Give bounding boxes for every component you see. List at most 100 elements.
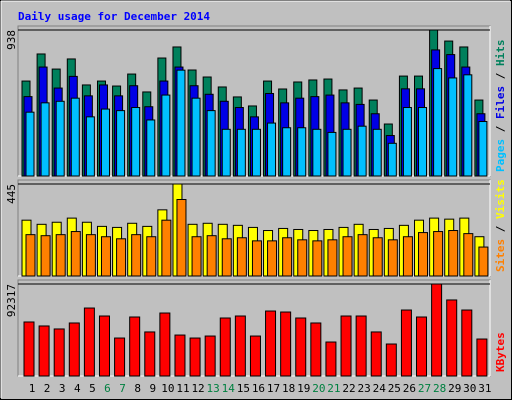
bar	[70, 97, 80, 177]
bar	[144, 331, 156, 377]
bar	[478, 246, 489, 277]
x-tick-label: 12	[191, 382, 204, 395]
bar	[146, 119, 156, 177]
bar	[161, 219, 172, 277]
x-tick-label: 24	[373, 382, 387, 395]
bar	[221, 238, 232, 277]
bar	[433, 231, 444, 277]
bar	[206, 235, 217, 277]
bar	[251, 240, 262, 277]
bar	[68, 322, 80, 377]
x-tick-label: 9	[149, 382, 156, 395]
bar	[23, 321, 35, 377]
x-tick-label: 13	[207, 382, 220, 395]
x-tick-label: 26	[403, 382, 416, 395]
bar	[236, 128, 246, 177]
bar	[85, 234, 96, 277]
x-tick-label: 29	[448, 382, 461, 395]
legend-entry: Hits	[494, 40, 507, 67]
x-tick-label: 5	[89, 382, 96, 395]
legend-separator: /	[494, 66, 507, 86]
bar	[416, 316, 428, 377]
bar	[312, 240, 323, 277]
bar	[280, 311, 292, 377]
bar	[312, 128, 322, 177]
bar	[85, 116, 95, 177]
legend-entry: Pages	[494, 139, 507, 172]
bar	[463, 74, 473, 177]
x-tick-label: 18	[282, 382, 295, 395]
x-tick-label: 22	[342, 382, 355, 395]
x-tick-label: 23	[358, 382, 371, 395]
x-tick-label: 17	[267, 382, 280, 395]
bar	[355, 315, 367, 377]
x-tick-label: 19	[297, 382, 310, 395]
bar	[265, 310, 277, 377]
legend-separator: /	[494, 119, 507, 139]
legend: KBytes	[494, 332, 507, 372]
bar	[463, 233, 474, 277]
y-tick-label: 92317	[5, 284, 18, 317]
bar	[131, 107, 141, 177]
bar	[267, 240, 278, 277]
bar	[83, 307, 95, 377]
bar	[297, 127, 307, 177]
bar	[251, 128, 261, 177]
bar	[191, 97, 201, 177]
bar	[98, 315, 110, 377]
x-tick-label: 31	[478, 382, 491, 395]
bar	[372, 237, 383, 277]
y-tick-label: 445	[5, 184, 18, 204]
bar	[221, 128, 231, 177]
bar	[191, 236, 202, 277]
bar	[310, 322, 322, 377]
x-tick-label: 2	[44, 382, 51, 395]
x-tick-label: 3	[59, 382, 66, 395]
bar	[129, 316, 141, 377]
bar	[446, 299, 458, 377]
bar	[387, 142, 397, 177]
x-tick-label: 10	[161, 382, 174, 395]
bar	[418, 107, 428, 177]
bar	[385, 343, 397, 377]
x-tick-label: 30	[463, 382, 476, 395]
bar	[370, 331, 382, 377]
bar	[25, 234, 36, 277]
bar	[176, 199, 187, 277]
bar	[159, 312, 171, 377]
bar	[114, 337, 126, 377]
bar	[327, 239, 338, 277]
bar	[146, 236, 157, 277]
legend-entry: Sites	[494, 239, 507, 272]
x-tick-label: 25	[388, 382, 401, 395]
bar	[131, 234, 142, 277]
bar	[267, 122, 277, 177]
legend-entry: Visits	[494, 179, 507, 219]
x-tick-label: 20	[312, 382, 325, 395]
x-tick-label: 11	[176, 382, 189, 395]
bar	[40, 235, 51, 277]
bar	[53, 328, 65, 377]
bar	[448, 77, 458, 177]
bar	[476, 338, 488, 377]
bar	[340, 315, 352, 377]
x-tick-label: 15	[237, 382, 250, 395]
x-tick-label: 6	[104, 382, 111, 395]
bar	[402, 236, 413, 277]
bar	[357, 125, 367, 177]
bar	[176, 69, 186, 177]
legend-entry: KBytes	[494, 332, 507, 372]
x-tick-label: 8	[134, 382, 141, 395]
chart-title: Daily usage for December 2014	[18, 10, 210, 23]
bar	[40, 102, 50, 177]
x-tick-label: 1	[29, 382, 36, 395]
bar	[116, 110, 126, 177]
bar	[325, 341, 337, 377]
bar	[357, 234, 368, 277]
bar	[161, 94, 171, 177]
bar	[297, 239, 308, 277]
bar	[25, 111, 35, 177]
legend: Sites / Visits	[494, 179, 507, 272]
